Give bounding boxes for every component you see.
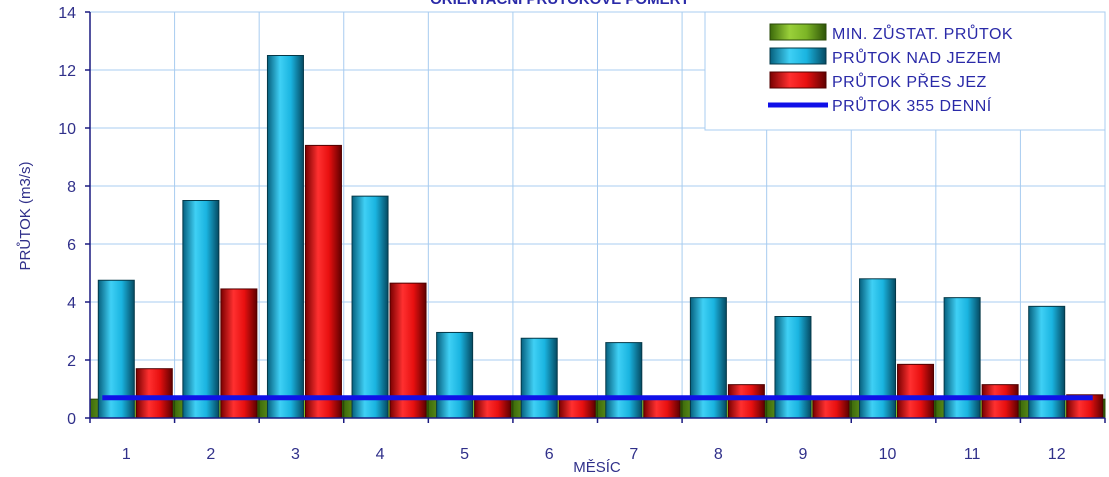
y-tick-label: 4	[67, 295, 76, 312]
legend: MIN. ZŮSTAT. PRŮTOK PRŮTOK NAD JEZEM PRŮTO…	[704, 11, 1106, 131]
x-axis-title: MĚSÍC	[573, 459, 621, 476]
x-tick-label: 9	[799, 446, 808, 463]
bar-nad-jezem-12	[1028, 305, 1066, 419]
bar-pres-jez-5	[474, 398, 512, 419]
bar-nad-jezem-5	[436, 331, 474, 419]
legend-label-3: PRŮTOK 355 DENNÍ	[832, 96, 992, 115]
x-tick-label: 2	[206, 446, 215, 463]
legend-swatch-1	[769, 47, 827, 65]
bar-nad-jezem-3	[266, 55, 304, 419]
y-tick-label: 12	[58, 63, 76, 80]
legend-label-0: MIN. ZŮSTAT. PRŮTOK	[832, 24, 1013, 43]
y-tick-label: 14	[58, 5, 76, 22]
bar-nad-jezem-9	[774, 316, 812, 419]
x-tick-label: 12	[1048, 446, 1066, 463]
bar-nad-jezem-6	[520, 337, 558, 419]
axes	[85, 11, 1106, 423]
legend-swatch-0	[769, 23, 827, 41]
bar-pres-jez-1	[135, 368, 173, 419]
x-tick-label: 11	[964, 446, 981, 463]
bar-pres-jez-3	[304, 144, 342, 419]
y-tick-label: 0	[67, 411, 76, 428]
x-tick-label: 1	[122, 446, 131, 463]
bar-pres-jez-10	[897, 363, 935, 419]
y-tick-label: 8	[67, 179, 76, 196]
grid	[90, 11, 1106, 418]
y-tick-label: 6	[67, 237, 76, 254]
bar-nad-jezem-2	[182, 200, 220, 419]
bar-pres-jez-6	[558, 398, 596, 419]
bar-pres-jez-11	[981, 384, 1019, 419]
bar-nad-jezem-10	[859, 278, 897, 419]
x-tick-label: 5	[460, 446, 469, 463]
x-tick-label: 3	[291, 446, 300, 463]
y-tick-label: 2	[67, 353, 76, 370]
y-tick-label: 10	[58, 121, 76, 138]
legend-swatch-2	[769, 71, 827, 89]
y-tick-labels: 0 2 4 6 8 10 12 14	[58, 5, 76, 428]
x-tick-label: 10	[879, 446, 897, 463]
x-tick-label: 7	[629, 446, 638, 463]
x-tick-label: 4	[376, 446, 385, 463]
y-axis-title: PRŮTOK (m3/s)	[16, 162, 34, 271]
bar-pres-jez-8	[727, 384, 765, 419]
chart-title: ORIENTAČNÍ PRŮTOKOVÉ POMĚRY	[430, 0, 690, 8]
bar-nad-jezem-4	[351, 195, 389, 419]
legend-label-1: PRŮTOK NAD JEZEM	[832, 48, 1002, 67]
x-tick-label: 8	[714, 446, 723, 463]
bar-nad-jezem-7	[605, 342, 643, 419]
bar-pres-jez-9	[812, 398, 850, 419]
bar-pres-jez-7	[643, 398, 681, 419]
x-tick-labels: 1 2 3 4 5 6 7 8 9 10 11 12	[122, 446, 1066, 463]
x-tick-label: 6	[545, 446, 554, 463]
legend-label-2: PRŮTOK PŘES JEZ	[832, 72, 987, 91]
